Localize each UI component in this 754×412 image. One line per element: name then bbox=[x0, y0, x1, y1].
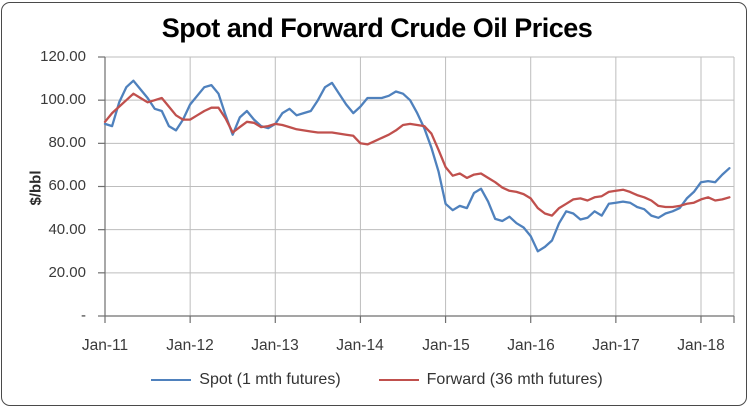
legend-line-spot-icon bbox=[151, 378, 192, 382]
xtick-jan-17: Jan-17 bbox=[592, 337, 640, 354]
ytick-80: 80.00 bbox=[48, 134, 86, 151]
xtick-jan-12: Jan-12 bbox=[166, 337, 214, 354]
ytick-60: 60.00 bbox=[48, 177, 86, 194]
xtick-jan-14: Jan-14 bbox=[336, 337, 384, 354]
legend: Spot (1 mth futures) Forward (36 mth fut… bbox=[0, 371, 754, 389]
ytick-40: 40.00 bbox=[48, 221, 86, 238]
chart-frame bbox=[1, 2, 747, 406]
ytick-100: 100.00 bbox=[40, 91, 86, 108]
ytick-20: 20.00 bbox=[48, 264, 86, 281]
xtick-jan-13: Jan-13 bbox=[251, 337, 299, 354]
chart-title: Spot and Forward Crude Oil Prices bbox=[161, 13, 593, 43]
legend-line-forward-icon bbox=[378, 378, 419, 382]
ytick-0: - bbox=[81, 307, 86, 324]
legend-label-spot: Spot (1 mth futures) bbox=[199, 371, 341, 388]
legend-item-forward: Forward (36 mth futures) bbox=[378, 371, 603, 389]
xtick-jan-11: Jan-11 bbox=[81, 337, 129, 354]
xtick-jan-16: Jan-16 bbox=[507, 337, 555, 354]
legend-label-forward: Forward (36 mth futures) bbox=[426, 371, 603, 388]
ytick-120: 120.00 bbox=[40, 48, 86, 65]
xtick-jan-18: Jan-18 bbox=[677, 337, 725, 354]
xtick-jan-15: Jan-15 bbox=[422, 337, 470, 354]
legend-item-spot: Spot (1 mth futures) bbox=[151, 371, 341, 389]
